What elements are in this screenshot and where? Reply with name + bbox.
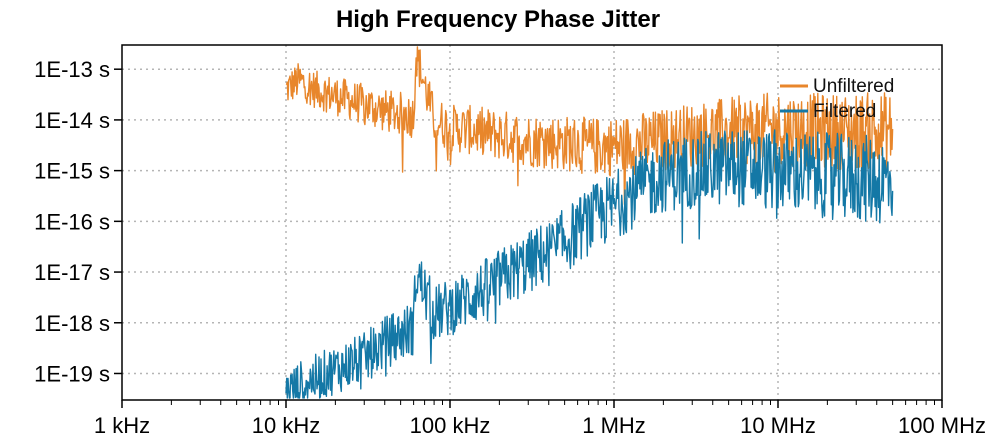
x-tick-label: 100 kHz xyxy=(410,413,491,438)
x-tick-label: 1 kHz xyxy=(94,413,150,438)
series-line-filtered xyxy=(285,129,894,399)
x-tick-label: 100 MHz xyxy=(898,413,986,438)
plot-area-frame xyxy=(121,44,943,401)
y-tick-label: 1E-17 s xyxy=(34,260,110,285)
legend-label-filtered: Filtered xyxy=(813,101,876,122)
y-tick-label: 1E-18 s xyxy=(34,311,110,336)
y-tick-label: 1E-16 s xyxy=(34,209,110,234)
y-tick-label: 1E-19 s xyxy=(34,361,110,386)
y-tick-label: 1E-14 s xyxy=(34,108,110,133)
series-line-unfiltered xyxy=(285,46,894,205)
y-tick-label: 1E-13 s xyxy=(34,57,110,82)
axis-ticks: 1 kHz 10 kHz 100 kHz 1 MHz 10 MHz 100 MHz 1E-1… xyxy=(34,57,986,438)
x-tick-label: 10 kHz xyxy=(252,413,320,438)
y-tick-label: 1E-15 s xyxy=(34,159,110,184)
legend: Unfiltered Filtered xyxy=(780,76,894,122)
x-tick-label: 10 MHz xyxy=(740,413,816,438)
series-layer xyxy=(285,46,894,399)
x-tick-label: 1 MHz xyxy=(582,413,646,438)
grid xyxy=(122,45,942,400)
legend-label-unfiltered: Unfiltered xyxy=(813,76,894,97)
chart-title: High Frequency Phase Jitter xyxy=(335,6,661,33)
